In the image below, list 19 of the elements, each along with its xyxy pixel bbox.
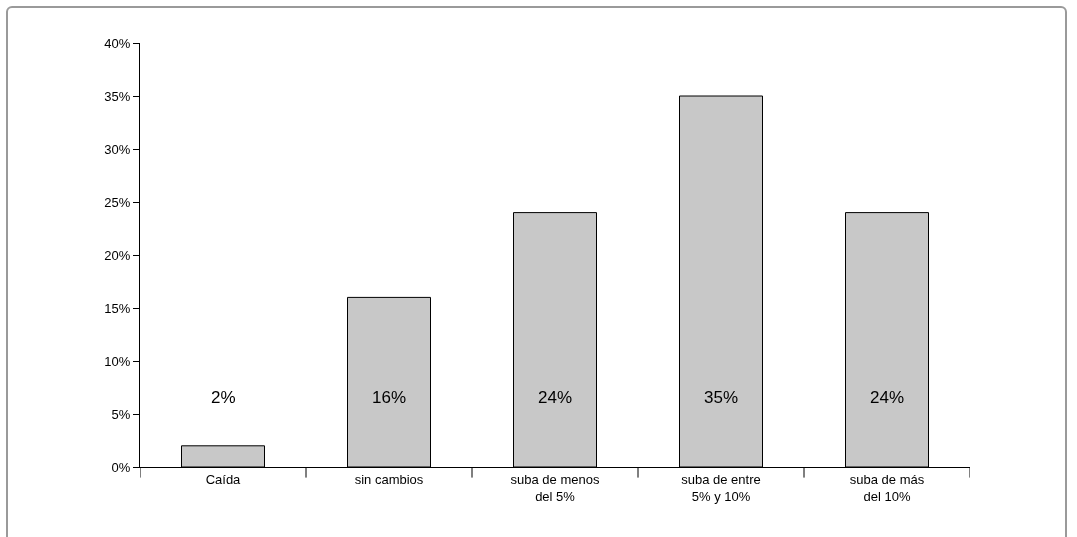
data-label: 2% (211, 388, 236, 407)
y-tick-label: 30% (104, 141, 131, 157)
data-label: 16% (372, 388, 407, 407)
y-tick-label: 35% (104, 88, 131, 104)
y-tick-label: 5% (111, 406, 131, 422)
y-tick-label: 25% (104, 194, 131, 210)
data-label: 24% (870, 388, 905, 407)
y-tick-label: 40% (104, 35, 131, 51)
y-tick-label: 15% (104, 300, 131, 316)
data-label: 24% (538, 388, 573, 407)
data-label: 35% (704, 388, 739, 407)
x-tick-label: suba de menos del 5% (510, 471, 600, 504)
x-tick-label: sin cambios (354, 471, 424, 487)
x-tick-label: suba de más del 10% (849, 471, 925, 504)
x-tick-label: Caída (205, 471, 242, 487)
y-tick-label: 20% (104, 247, 131, 263)
y-tick-label: 10% (104, 353, 131, 369)
y-tick-label: 0% (111, 459, 131, 475)
x-tick-label: suba de entre 5% y 10% (681, 471, 761, 504)
